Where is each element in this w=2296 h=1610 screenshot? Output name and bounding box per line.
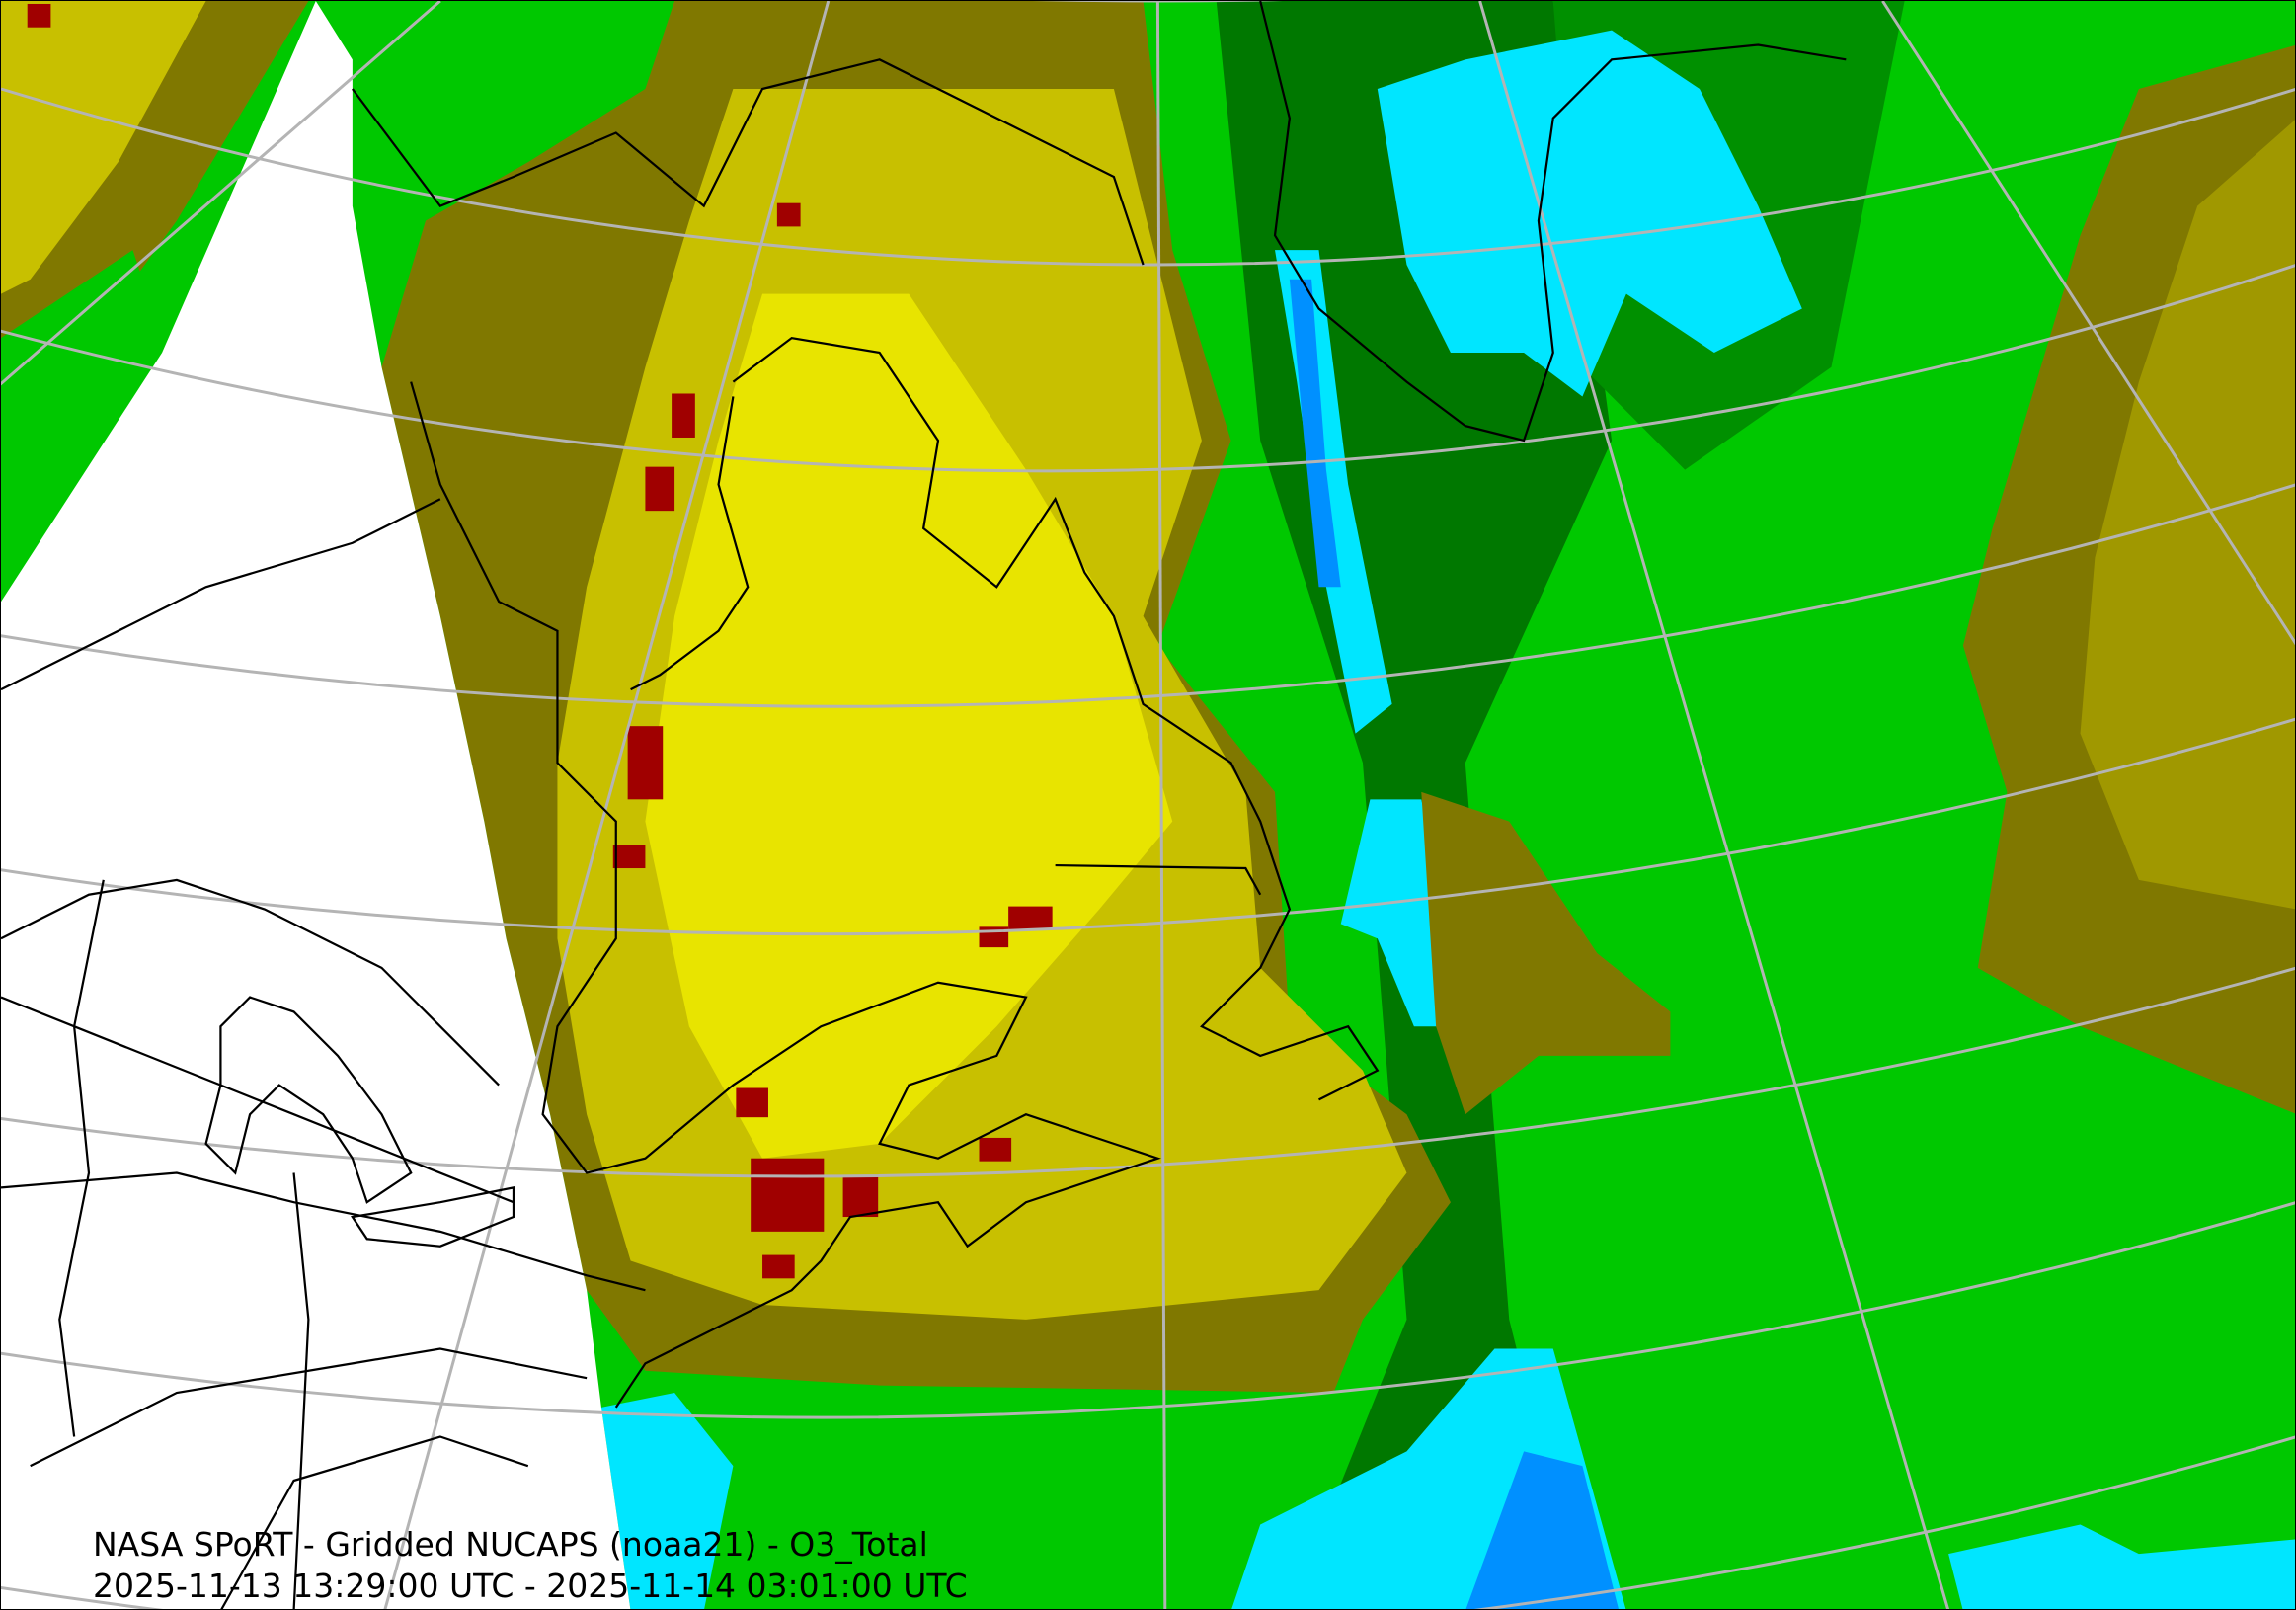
- high-ozone-pixels: [27, 3, 1053, 1279]
- longitude-line: [383, 1, 831, 1609]
- map-title: NASA SPoRT - Gridded NUCAPS (noaa21) - O…: [93, 1525, 928, 1564]
- great-lakes: [204, 996, 413, 1204]
- cyan-southeast: [1948, 1524, 2295, 1609]
- state-border: [1, 878, 500, 1087]
- latitude-line: [1, 1435, 2295, 1609]
- coastline: [351, 58, 1145, 266]
- latitude-line: [1, 717, 2295, 936]
- blue-south: [1465, 1451, 1619, 1609]
- blue-streak: [1289, 279, 1341, 588]
- state-border: [30, 1347, 588, 1468]
- coastline: [410, 381, 1161, 1409]
- olive-patch-mid: [1421, 791, 1671, 1115]
- state-border: [220, 1435, 529, 1609]
- longitude-line: [1478, 1, 1950, 1609]
- state-border: [1, 996, 515, 1204]
- map-time-range: 2025-11-13 13:29:00 UTC - 2025-11-14 03:…: [93, 1567, 968, 1605]
- longitude-line: [1155, 1, 1167, 1609]
- latitude-line: [1, 1201, 2295, 1419]
- state-border: [58, 879, 105, 1437]
- longitude-line: [1881, 1, 2295, 646]
- yellow-northwest: [1, 1, 206, 294]
- latitude-line: [1, 264, 2295, 473]
- yellow-olive-east: [2080, 120, 2295, 910]
- coastline: [630, 396, 750, 691]
- latitude-line: [1, 87, 2295, 267]
- boundaries: [1, 1, 1847, 1609]
- longitude-line: [1, 1, 441, 386]
- green-northwest: [1, 250, 163, 603]
- state-border: [1, 1171, 646, 1292]
- state-border: [1, 498, 441, 691]
- cyan-southwest: [600, 1393, 734, 1609]
- latitude-line: [1, 483, 2295, 708]
- yellow-core: [645, 293, 1173, 1159]
- great-lakes: [350, 1186, 515, 1248]
- state-border: [292, 1172, 310, 1609]
- cyan-north: [1377, 30, 1802, 397]
- province-border: [1055, 863, 1262, 896]
- coastline: [732, 336, 1380, 1101]
- latitude-line: [1, 966, 2295, 1178]
- no-data-region: [1, 1, 631, 1609]
- coastline: [1259, 1, 1847, 443]
